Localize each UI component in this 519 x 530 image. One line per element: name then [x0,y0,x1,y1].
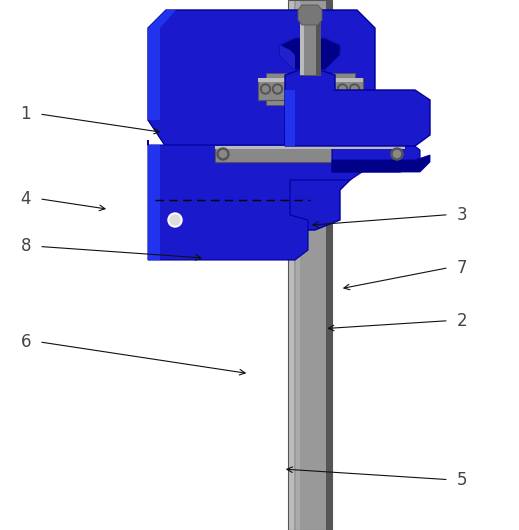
Bar [266,73,354,78]
Bar [300,20,304,75]
Polygon shape [285,70,430,146]
Bar [326,0,332,530]
Bar [296,0,300,530]
Polygon shape [148,140,160,260]
Circle shape [391,148,403,160]
Bar [215,146,405,162]
Polygon shape [332,155,430,172]
Text: 8: 8 [21,237,31,255]
Circle shape [349,84,360,94]
Circle shape [339,86,346,92]
Text: 3: 3 [457,206,467,224]
Text: 7: 7 [457,259,467,277]
Text: 4: 4 [21,190,31,208]
Polygon shape [285,90,295,146]
Bar [215,146,405,149]
Text: 1: 1 [21,105,31,123]
Text: 2: 2 [457,312,467,330]
Text: 6: 6 [21,333,31,351]
Bar [316,20,320,75]
Bar [288,0,294,530]
Circle shape [393,151,401,157]
Circle shape [263,86,268,92]
Circle shape [220,151,226,157]
Polygon shape [148,135,390,260]
Circle shape [217,148,229,160]
Polygon shape [280,45,295,70]
Polygon shape [280,38,340,70]
Bar [288,0,332,530]
Polygon shape [298,5,322,25]
Polygon shape [148,10,176,120]
Circle shape [168,213,182,227]
Circle shape [337,84,348,94]
Bar [300,20,320,75]
Bar [288,0,332,530]
Text: 5: 5 [457,471,467,489]
Polygon shape [332,135,420,172]
Polygon shape [148,10,375,230]
Circle shape [261,84,270,94]
Bar [257,78,362,100]
Bar [257,78,362,82]
Circle shape [272,84,282,94]
Circle shape [275,86,280,92]
Circle shape [170,215,180,225]
Circle shape [351,86,358,92]
Bar [266,100,354,105]
